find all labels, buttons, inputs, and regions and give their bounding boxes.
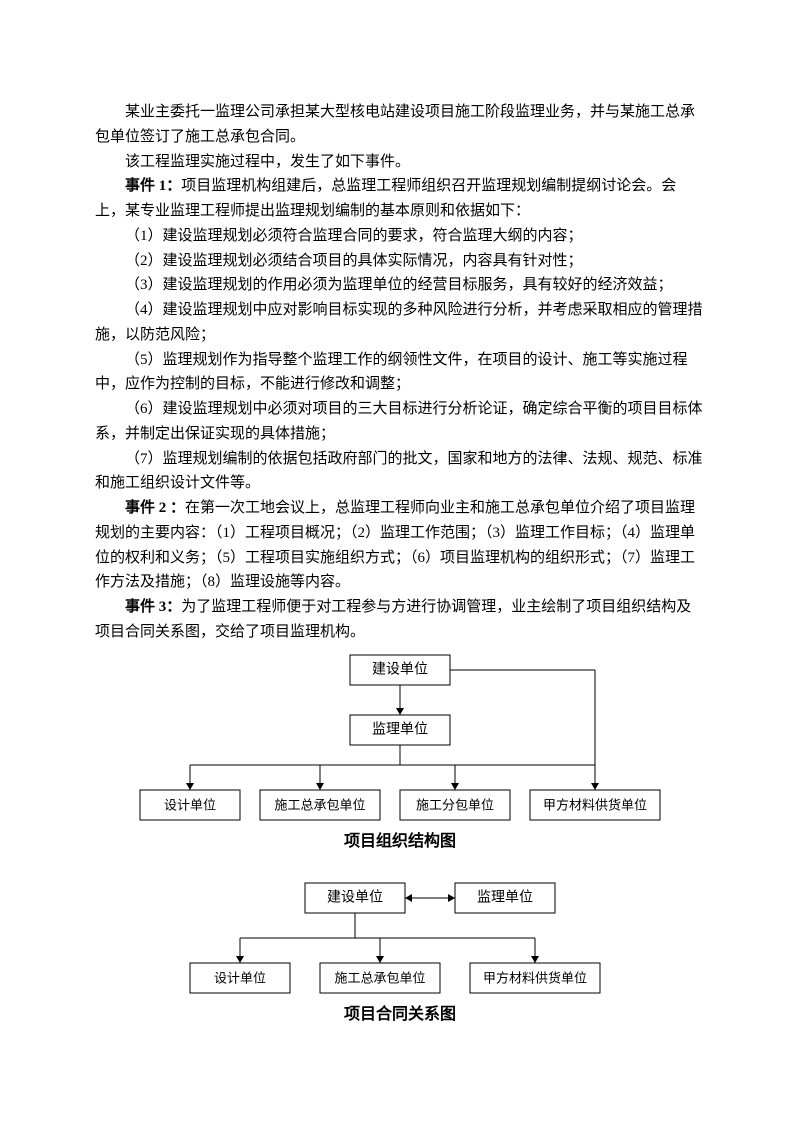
contract-relation-svg: 建设单位 监理单位设计单位 施工总承包单位 甲方材料供货单位 [160, 873, 640, 998]
svg-text:施工总承包单位: 施工总承包单位 [334, 970, 425, 985]
page: 某业主委托一监理公司承担某大型核电站建设项目施工阶段监理业务，并与某施工总承包单… [0, 0, 800, 1132]
paragraph-intro-2: 该工程监理实施过程中，发生了如下事件。 [95, 150, 705, 175]
item-7: （7）监理规划编制的依据包括政府部门的批文，国家和地方的法律、法规、规范、标准和… [95, 447, 705, 497]
contract-relation-title: 项目合同关系图 [95, 1002, 705, 1028]
svg-text:施工总承包单位: 施工总承包单位 [274, 797, 365, 812]
svg-text:甲方材料供货单位: 甲方材料供货单位 [543, 797, 647, 812]
svg-text:设计单位: 设计单位 [164, 797, 216, 812]
item-5: （5）监理规划作为指导整个监理工作的纲领性文件，在项目的设计、施工等实施过程中，… [95, 348, 705, 398]
item-4: （4）建设监理规划中应对影响目标实现的多种风险进行分析，并考虑采取相应的管理措施… [95, 298, 705, 348]
contract-relation-diagram: 建设单位 监理单位设计单位 施工总承包单位 甲方材料供货单位 [95, 873, 705, 998]
svg-text:施工分包单位: 施工分包单位 [416, 797, 494, 812]
event-3: 事件 3：为了监理工程师便于对工程参与方进行协调管理，业主绘制了项目组织结构及项… [95, 595, 705, 645]
item-6: （6）建设监理规划中必须对项目的三大目标进行分析论证，确定综合平衡的项目目标体系… [95, 397, 705, 447]
event-2-label: 事件 2 ： [125, 500, 185, 516]
svg-text:监理单位: 监理单位 [477, 889, 533, 905]
item-1: （1）建设监理规划必须符合监理合同的要求，符合监理大纲的内容； [95, 224, 705, 249]
event-2: 事件 2 ：在第一次工地会议上，总监理工程师向业主和施工总承包单位介绍了项目监理… [95, 496, 705, 595]
item-2: （2）建设监理规划必须结合项目的具体实际情况，内容具有针对性； [95, 249, 705, 274]
event-3-label: 事件 3： [125, 599, 181, 615]
svg-text:甲方材料供货单位: 甲方材料供货单位 [483, 970, 587, 985]
event-3-text: 为了监理工程师便于对工程参与方进行协调管理，业主绘制了项目组织结构及项目合同关系… [95, 599, 691, 640]
org-structure-svg: 建设单位监理单位设计单位 施工总承包单位 施工分包单位 甲方材料供货单位 [125, 645, 675, 825]
event-1: 事件 1：项目监理机构组建后，总监理工程师组织召开监理规划编制提纲讨论会。会上，… [95, 174, 705, 224]
event-1-label: 事件 1： [125, 178, 181, 194]
svg-text:监理单位: 监理单位 [372, 721, 428, 737]
org-structure-title: 项目组织结构图 [95, 829, 705, 855]
event-1-text: 项目监理机构组建后，总监理工程师组织召开监理规划编制提纲讨论会。会上，某专业监理… [95, 178, 676, 219]
event-2-text: 在第一次工地会议上，总监理工程师向业主和施工总承包单位介绍了项目监理规划的主要内… [95, 500, 695, 590]
svg-text:设计单位: 设计单位 [214, 970, 266, 985]
item-3: （3）建设监理规划的作用必须为监理单位的经营目标服务，具有较好的经济效益； [95, 273, 705, 298]
svg-text:建设单位: 建设单位 [372, 661, 428, 677]
org-structure-diagram: 建设单位监理单位设计单位 施工总承包单位 施工分包单位 甲方材料供货单位 [95, 645, 705, 825]
paragraph-intro-1: 某业主委托一监理公司承担某大型核电站建设项目施工阶段监理业务，并与某施工总承包单… [95, 100, 705, 150]
svg-text:建设单位: 建设单位 [327, 889, 383, 905]
